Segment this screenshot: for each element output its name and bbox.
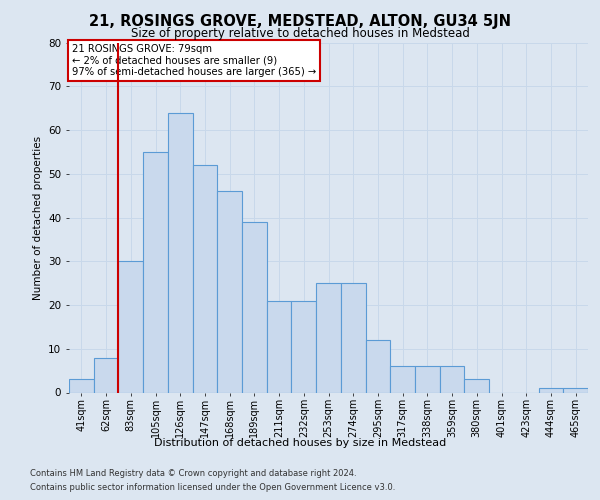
Text: Distribution of detached houses by size in Medstead: Distribution of detached houses by size … bbox=[154, 438, 446, 448]
Bar bbox=[242, 222, 267, 392]
Text: Contains HM Land Registry data © Crown copyright and database right 2024.: Contains HM Land Registry data © Crown c… bbox=[30, 469, 356, 478]
Bar bbox=[390, 366, 415, 392]
Bar bbox=[267, 300, 292, 392]
Text: Contains public sector information licensed under the Open Government Licence v3: Contains public sector information licen… bbox=[30, 483, 395, 492]
Bar bbox=[168, 112, 193, 392]
Bar bbox=[341, 283, 365, 393]
Y-axis label: Number of detached properties: Number of detached properties bbox=[32, 136, 43, 300]
Bar bbox=[563, 388, 588, 392]
Bar bbox=[316, 283, 341, 393]
Bar bbox=[193, 165, 217, 392]
Bar bbox=[539, 388, 563, 392]
Bar bbox=[292, 300, 316, 392]
Bar bbox=[440, 366, 464, 392]
Bar bbox=[94, 358, 118, 392]
Bar bbox=[415, 366, 440, 392]
Text: Size of property relative to detached houses in Medstead: Size of property relative to detached ho… bbox=[131, 28, 469, 40]
Bar bbox=[217, 191, 242, 392]
Bar bbox=[365, 340, 390, 392]
Text: 21 ROSINGS GROVE: 79sqm
← 2% of detached houses are smaller (9)
97% of semi-deta: 21 ROSINGS GROVE: 79sqm ← 2% of detached… bbox=[71, 44, 316, 78]
Bar bbox=[118, 261, 143, 392]
Bar bbox=[464, 380, 489, 392]
Bar bbox=[69, 380, 94, 392]
Text: 21, ROSINGS GROVE, MEDSTEAD, ALTON, GU34 5JN: 21, ROSINGS GROVE, MEDSTEAD, ALTON, GU34… bbox=[89, 14, 511, 29]
Bar bbox=[143, 152, 168, 392]
